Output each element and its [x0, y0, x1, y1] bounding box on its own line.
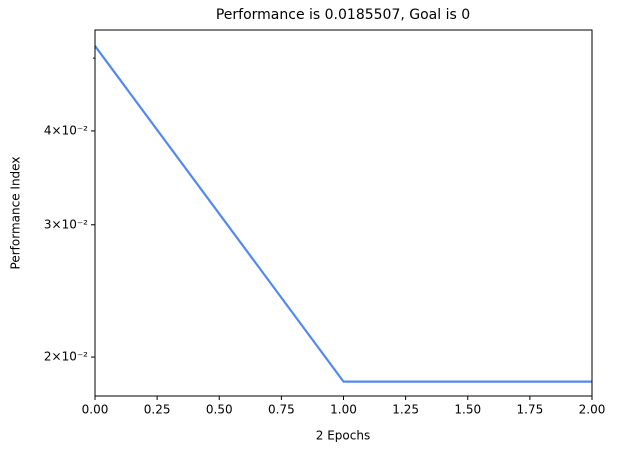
x-tick-label: 0.00	[82, 403, 109, 417]
x-tick-label: 2.00	[579, 403, 606, 417]
x-tick-label: 0.25	[144, 403, 171, 417]
y-axis-label: Performance Index	[9, 157, 23, 270]
y-tick-label: 2×10⁻²	[44, 350, 88, 364]
x-tick-label: 1.75	[517, 403, 544, 417]
x-tick-label: 1.00	[330, 403, 357, 417]
y-tick-label: 4×10⁻²	[44, 123, 88, 137]
x-tick-label: 1.50	[454, 403, 481, 417]
y-tick-label: 3×10⁻²	[44, 217, 88, 231]
plot-frame	[94, 29, 593, 397]
x-tick-label: 0.75	[268, 403, 295, 417]
line-series	[94, 45, 592, 383]
x-axis-label: 2 Epochs	[316, 429, 370, 443]
chart-title: Performance is 0.0185507, Goal is 0	[216, 7, 470, 23]
x-tick-label: 1.25	[392, 403, 419, 417]
x-tick-label: 0.50	[206, 403, 233, 417]
